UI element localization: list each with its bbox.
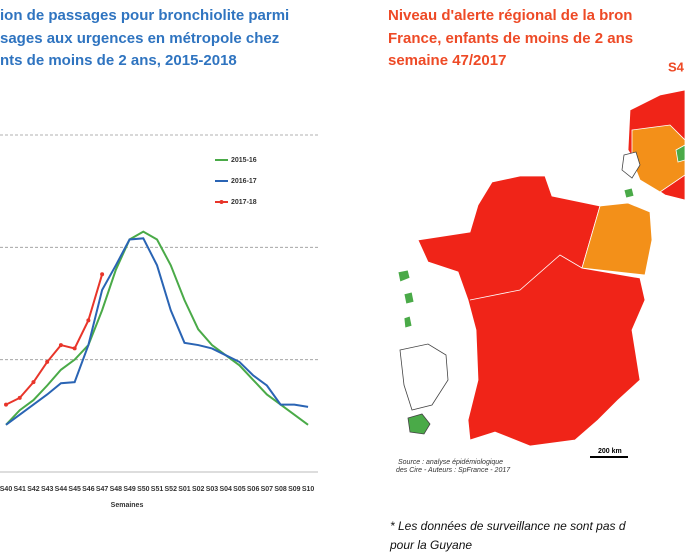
map-title: semaine 47/2017 xyxy=(388,52,506,69)
point xyxy=(72,346,77,351)
chart-title: nts de moins de 2 ans, 2015-2018 xyxy=(0,52,237,69)
point xyxy=(45,359,50,364)
island xyxy=(403,315,413,329)
x-tick-label: S48 xyxy=(110,486,123,493)
legend-label: 2017-18 xyxy=(231,199,257,206)
point xyxy=(4,402,8,407)
point xyxy=(58,343,63,348)
map-source: des Cire - Auteurs : SpFrance - 2017 xyxy=(396,467,511,474)
x-tick-label: S06 xyxy=(247,486,260,493)
map-title: Niveau d'alerte régional de la bron xyxy=(388,7,632,24)
x-tick-label: S45 xyxy=(68,486,81,493)
x-tick-label: S46 xyxy=(82,486,95,493)
x-tick-label: S41 xyxy=(13,486,26,493)
x-tick-label: S43 xyxy=(41,486,54,493)
x-tick-label: S51 xyxy=(151,486,164,493)
x-tick-label: S44 xyxy=(55,486,68,493)
chart-title: sages aux urgences en métropole chez xyxy=(0,30,279,47)
legend-label: 2015-16 xyxy=(231,157,257,164)
x-tick-label: S01 xyxy=(178,486,191,493)
footnote: * Les données de surveillance ne sont pa… xyxy=(390,519,626,533)
point xyxy=(17,395,22,400)
x-tick-label: S49 xyxy=(123,486,136,493)
map-week: S4 xyxy=(668,59,685,74)
island xyxy=(621,151,641,179)
x-tick-label: S09 xyxy=(288,486,301,493)
island xyxy=(403,291,415,305)
reunion xyxy=(407,413,431,435)
island xyxy=(397,269,411,283)
series-line xyxy=(5,230,309,426)
map xyxy=(397,89,685,447)
x-tick-label: S42 xyxy=(27,486,40,493)
region xyxy=(417,175,646,447)
x-tick-label: S08 xyxy=(274,486,287,493)
x-tick-label: S04 xyxy=(219,486,232,493)
x-tick-label: S50 xyxy=(137,486,150,493)
legend-label: 2016-17 xyxy=(231,178,257,185)
point xyxy=(100,272,105,277)
legend-marker xyxy=(219,200,224,204)
region-border xyxy=(469,254,583,301)
x-tick-label: S02 xyxy=(192,486,205,493)
map-title: France, enfants de moins de 2 ans xyxy=(388,30,633,47)
footnote: pour la Guyane xyxy=(389,538,472,552)
guyane xyxy=(399,343,449,411)
inset-region xyxy=(675,144,685,163)
x-tick-label: S40 xyxy=(0,486,12,493)
x-tick-label: S03 xyxy=(206,486,219,493)
x-tick-label: S07 xyxy=(261,486,274,493)
scale-label: 200 km xyxy=(598,448,622,455)
island xyxy=(623,187,635,199)
chart-title: ion de passages pour bronchiolite parmi xyxy=(0,7,289,24)
x-tick-label: S47 xyxy=(96,486,109,493)
series-line xyxy=(5,237,309,426)
map-source: Source : analyse épidémiologique xyxy=(398,459,503,466)
point xyxy=(86,318,91,323)
x-axis-title: Semaines xyxy=(111,502,144,509)
x-tick-label: S05 xyxy=(233,486,246,493)
series-line xyxy=(5,274,104,406)
x-tick-label: S52 xyxy=(165,486,178,493)
x-tick-label: S10 xyxy=(302,486,315,493)
point xyxy=(31,380,36,385)
